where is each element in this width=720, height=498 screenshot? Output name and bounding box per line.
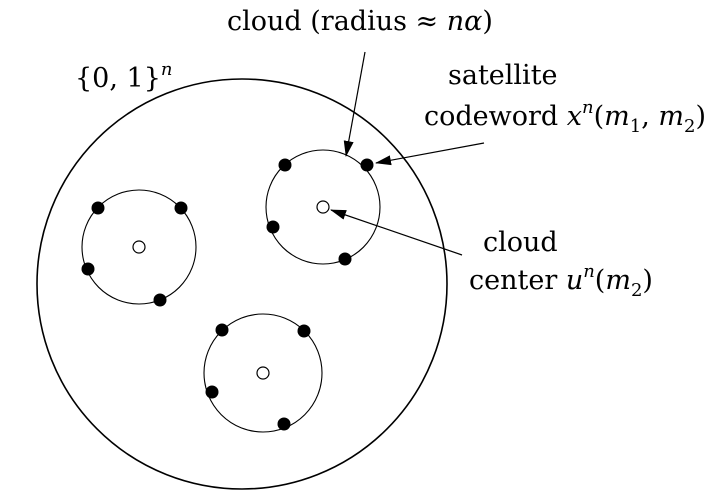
binary-space-circle <box>36 78 448 490</box>
cloud-bottom <box>203 313 323 433</box>
cloud-top-right <box>265 149 381 266</box>
satellite-codeword-point <box>174 201 188 215</box>
cloud-center-label-line1: cloud <box>483 227 558 258</box>
satellite-label-line1: satellite <box>448 60 558 91</box>
cloud-boundary <box>265 149 381 265</box>
satellite-open-paren: ( <box>594 101 605 132</box>
cloud-center-label-line2: center un(m2) <box>469 261 653 301</box>
cloud-radius-prefix: cloud (radius ≈ <box>227 6 447 37</box>
binary-space-exponent: n <box>161 59 173 80</box>
satellite-label-line2: codeword xn(m1, m2) <box>424 97 706 137</box>
satellite-codeword-point <box>297 324 311 338</box>
satellite-codeword-arrow <box>375 142 485 166</box>
satellite-codeword-point <box>278 158 292 172</box>
satellite-codeword-point <box>81 262 95 276</box>
cloud-radius-n: n <box>447 6 464 37</box>
cloud-center-arrow <box>330 209 463 256</box>
satellite-codeword-point <box>205 385 219 399</box>
cloud-center-u-exponent: n <box>583 261 595 282</box>
satellite-codeword-point <box>91 201 105 215</box>
cloud-center-m: m <box>605 265 631 296</box>
satellite-x-exponent: n <box>582 97 594 118</box>
binary-space-base: {0, 1} <box>75 63 161 94</box>
cloud-boundary <box>203 313 323 433</box>
satellite-codeword-point <box>360 158 374 172</box>
cloud-center-point <box>256 366 270 380</box>
cloud-radius-label: cloud (radius ≈ nα) <box>227 6 493 37</box>
satellite-codeword-prefix: codeword <box>424 101 567 132</box>
cloud-radius-alpha: α <box>464 6 482 37</box>
satellite-codeword-point <box>153 293 167 307</box>
cloud-center-m-subscript: 2 <box>631 280 642 301</box>
cloud-boundary <box>81 189 197 305</box>
satellite-comma: , <box>641 101 658 132</box>
satellite-m1: m <box>604 101 630 132</box>
cloud-center-u: u <box>566 265 583 296</box>
satellite-m2-subscript: 2 <box>684 116 695 137</box>
cloud-radius-arrow <box>343 51 366 157</box>
cloud-center-point <box>132 240 146 254</box>
cloud-center-open-paren: ( <box>595 265 606 296</box>
cloud-center-prefix: center <box>469 265 566 296</box>
satellite-x: x <box>567 101 582 132</box>
satellite-m1-subscript: 1 <box>630 116 641 137</box>
satellite-codeword-point <box>277 417 291 431</box>
satellite-close-paren: ) <box>695 101 706 132</box>
satellite-codeword-point <box>338 252 352 266</box>
cloud-left <box>81 189 197 307</box>
cloud-radius-suffix: ) <box>482 6 493 37</box>
satellite-m2: m <box>658 101 684 132</box>
binary-space-label: {0, 1}n <box>75 59 172 94</box>
cloud-center-point <box>316 200 330 214</box>
cloud-center-close-paren: ) <box>642 265 653 296</box>
satellite-codeword-point <box>266 220 280 234</box>
satellite-codeword-point <box>215 323 229 337</box>
